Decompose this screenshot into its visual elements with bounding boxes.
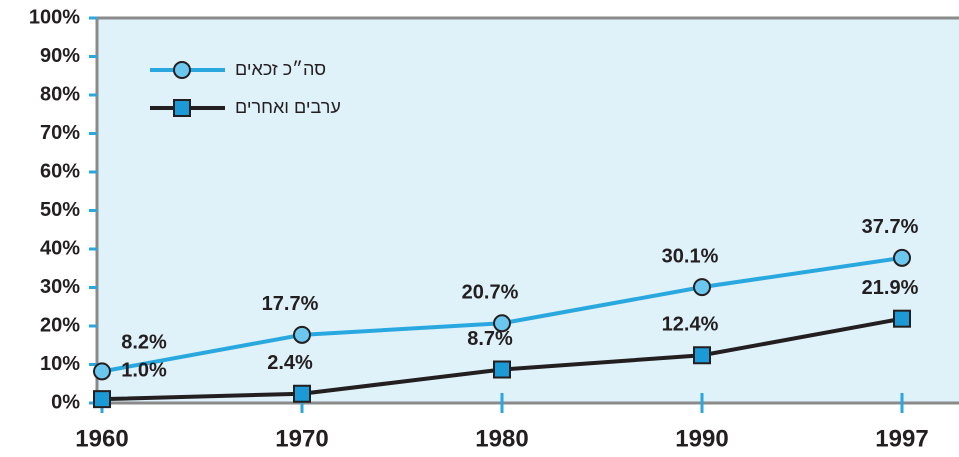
plot-area <box>95 16 959 405</box>
legend-marker <box>173 61 191 79</box>
x-tick-label: 1970 <box>275 425 328 452</box>
y-tick-label: 100% <box>29 6 80 28</box>
legend-label: סה״כ זכאים <box>235 59 326 79</box>
data-point <box>693 278 711 297</box>
y-tick-label: 70% <box>40 122 80 144</box>
legend-marker <box>173 99 191 117</box>
data-point <box>493 314 511 333</box>
value-label: 30.1% <box>662 245 719 267</box>
value-label: 37.7% <box>862 216 919 238</box>
x-tick-label: 1980 <box>475 425 528 452</box>
value-label: 20.7% <box>462 282 519 304</box>
value-label: 17.7% <box>262 293 319 315</box>
y-tick-label: 50% <box>40 199 80 221</box>
y-tick-label: 0% <box>51 391 80 413</box>
data-point <box>293 384 311 403</box>
y-tick-label: 80% <box>40 83 80 105</box>
x-tick-label: 1990 <box>675 425 728 452</box>
y-tick-label: 30% <box>40 276 80 298</box>
value-label: 8.2% <box>121 332 167 354</box>
y-tick-label: 20% <box>40 314 80 336</box>
y-tick-label: 10% <box>40 353 80 375</box>
data-point <box>493 360 511 379</box>
data-point <box>293 325 311 344</box>
data-point <box>893 309 911 328</box>
value-label: 8.7% <box>467 328 513 350</box>
x-tick-label: 1997 <box>875 425 928 452</box>
data-point <box>893 248 911 267</box>
y-tick-label: 90% <box>40 45 80 67</box>
data-point <box>93 390 111 409</box>
data-point <box>93 362 111 381</box>
value-label: 2.4% <box>267 352 313 374</box>
value-label: 21.9% <box>862 277 919 299</box>
legend-label: ערבים ואחרים <box>235 97 341 117</box>
value-label: 12.4% <box>662 314 719 336</box>
y-tick-label: 60% <box>40 160 80 182</box>
y-tick-label: 40% <box>40 237 80 259</box>
value-label: 1.0% <box>121 359 167 381</box>
data-point <box>693 346 711 365</box>
x-tick-label: 1960 <box>75 425 128 452</box>
